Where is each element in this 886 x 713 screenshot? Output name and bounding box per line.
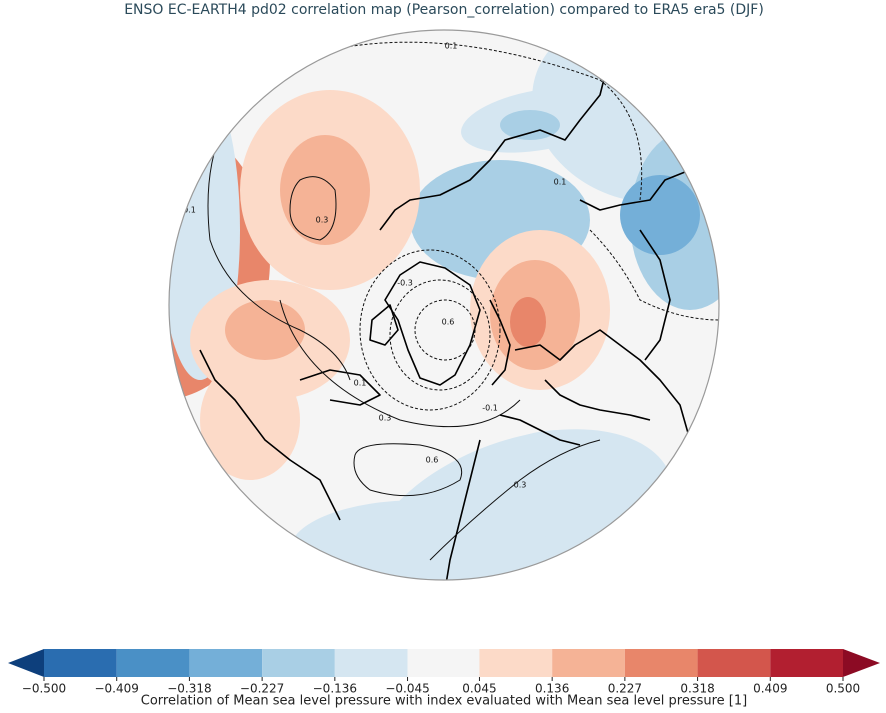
colorbar-segment (334, 649, 408, 677)
colorbar-label: Correlation of Mean sea level pressure w… (141, 694, 747, 709)
colorbar-tick-label: −0.318 (167, 682, 211, 696)
colorbar-tick-label: 0.045 (462, 682, 496, 696)
field-patch (620, 175, 700, 255)
colorbar-tick-label: 0.318 (680, 682, 714, 696)
contours (207, 41, 719, 561)
field-patch (225, 300, 305, 360)
contour-label: -0.1 (180, 206, 196, 215)
colorbar-segment (116, 649, 190, 677)
contour-label: 0.3 (379, 414, 392, 423)
contour-label: -0.1 (482, 404, 498, 413)
contour-label: 0.1 (554, 178, 567, 187)
polar-map: 0.1 0.1 -0.1 0.3 -0.3 0.6 0.1 0.3 -0.1 0.6 0.3 (169, 30, 719, 580)
contour-label: 0.1 (445, 42, 458, 51)
colorbar-segment (697, 649, 771, 677)
field-patch (280, 135, 370, 245)
colorbar: −0.500 −0.409 −0.318 −0.227 −0.136 −0.045 0.04… (8, 649, 880, 696)
colorbar-segment (262, 649, 335, 677)
colorbar-tick-label: −0.500 (22, 682, 66, 696)
contour-label: 0.6 (426, 456, 439, 465)
colorbar-segment (770, 649, 843, 677)
contour-label: 0.1 (354, 379, 367, 388)
colorbar-segment (479, 649, 553, 677)
colorbar-segment (407, 649, 480, 677)
contour-labels: 0.1 0.1 -0.1 0.3 -0.3 0.6 0.1 0.3 -0.1 0.6 0.3 (180, 42, 566, 490)
figure-title: ENSO EC-EARTH4 pd02 correlation map (Pea… (124, 2, 764, 18)
contour-label: -0.3 (397, 279, 413, 288)
colorbar-segment (189, 649, 263, 677)
colorbar-tick-label: −0.045 (385, 682, 429, 696)
colorbar-tick-label: 0.500 (826, 682, 860, 696)
colorbar-tick-label: −0.409 (94, 682, 138, 696)
colorbar-tick-label: −0.227 (240, 682, 284, 696)
colorbar-tick-label: −0.136 (313, 682, 357, 696)
field-patch (510, 297, 546, 347)
contour-label: 0.3 (514, 481, 527, 490)
colorbar-segment (624, 649, 698, 677)
contour-label: 0.6 (442, 318, 455, 327)
colorbar-tick-label: 0.409 (753, 682, 787, 696)
colorbar-segment (44, 649, 117, 677)
colorbar-segment (552, 649, 625, 677)
field-patch (490, 430, 630, 510)
colorbar-tick-label: 0.136 (535, 682, 569, 696)
colorbar-extend-high (843, 649, 880, 677)
colorbar-extend-low (8, 649, 44, 677)
contour-label: 0.3 (316, 216, 329, 225)
field-patch (500, 110, 560, 140)
map-boundary (168, 29, 720, 581)
field-patch (290, 500, 550, 580)
colorbar-tick-label: 0.227 (608, 682, 642, 696)
